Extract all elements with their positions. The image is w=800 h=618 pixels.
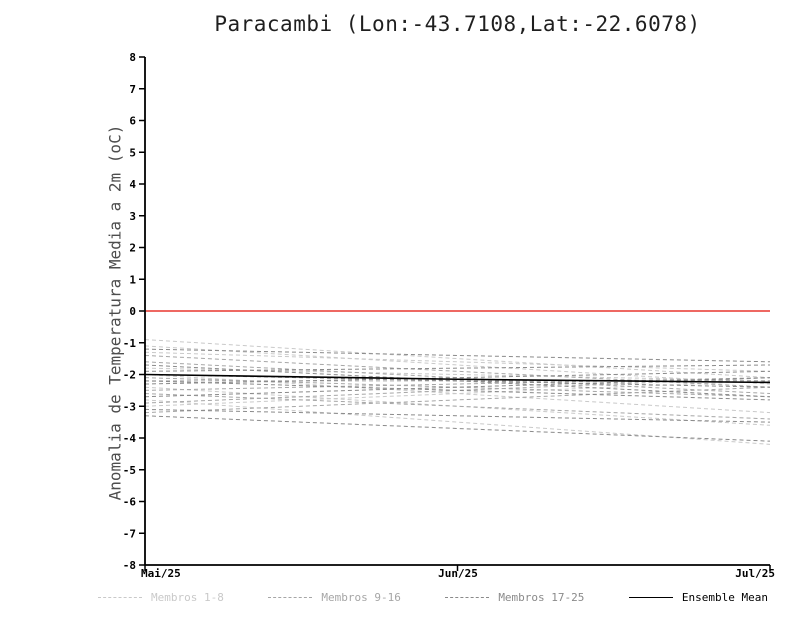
svg-text:6: 6 bbox=[129, 115, 136, 128]
legend-label: Ensemble Mean bbox=[681, 591, 768, 604]
chart-title: Paracambi (Lon:-43.7108,Lat:-22.6078) bbox=[214, 12, 701, 36]
solid-line-sample-icon bbox=[628, 597, 673, 598]
dashed-line-sample-icon bbox=[268, 597, 313, 598]
x-tick-label-jun: Jun/25 bbox=[438, 567, 478, 580]
svg-text:5: 5 bbox=[129, 146, 136, 159]
legend: Membros 1-8 Membros 9-16 Membros 17-25 E… bbox=[98, 591, 768, 604]
svg-text:-2: -2 bbox=[123, 369, 136, 382]
legend-item-membros-17-25: Membros 17-25 bbox=[445, 591, 584, 604]
legend-item-ensemble-mean: Ensemble Mean bbox=[628, 591, 768, 604]
svg-text:4: 4 bbox=[129, 178, 136, 191]
svg-text:7: 7 bbox=[129, 83, 136, 96]
svg-text:-4: -4 bbox=[123, 432, 137, 445]
legend-item-membros-9-16: Membros 9-16 bbox=[268, 591, 401, 604]
legend-item-membros-1-8: Membros 1-8 bbox=[98, 591, 224, 604]
legend-label: Membros 17-25 bbox=[498, 591, 585, 604]
svg-text:3: 3 bbox=[129, 210, 136, 223]
legend-label: Membros 9-16 bbox=[321, 591, 401, 604]
svg-text:-7: -7 bbox=[123, 527, 136, 540]
svg-text:-3: -3 bbox=[123, 400, 136, 413]
svg-text:8: 8 bbox=[129, 51, 136, 64]
svg-text:-1: -1 bbox=[123, 337, 137, 350]
x-tick-label-jul: Jul/25 bbox=[735, 567, 775, 580]
svg-text:1: 1 bbox=[129, 273, 136, 286]
svg-text:-5: -5 bbox=[123, 464, 136, 477]
svg-text:0: 0 bbox=[129, 305, 136, 318]
svg-text:-8: -8 bbox=[123, 559, 136, 572]
dashed-line-sample-icon bbox=[445, 597, 490, 598]
svg-text:2: 2 bbox=[129, 242, 136, 255]
dashed-line-sample-icon bbox=[98, 597, 142, 598]
x-tick-label-mai: Mai/25 bbox=[141, 567, 181, 580]
legend-label: Membros 1-8 bbox=[151, 591, 224, 604]
svg-text:-6: -6 bbox=[123, 496, 137, 509]
